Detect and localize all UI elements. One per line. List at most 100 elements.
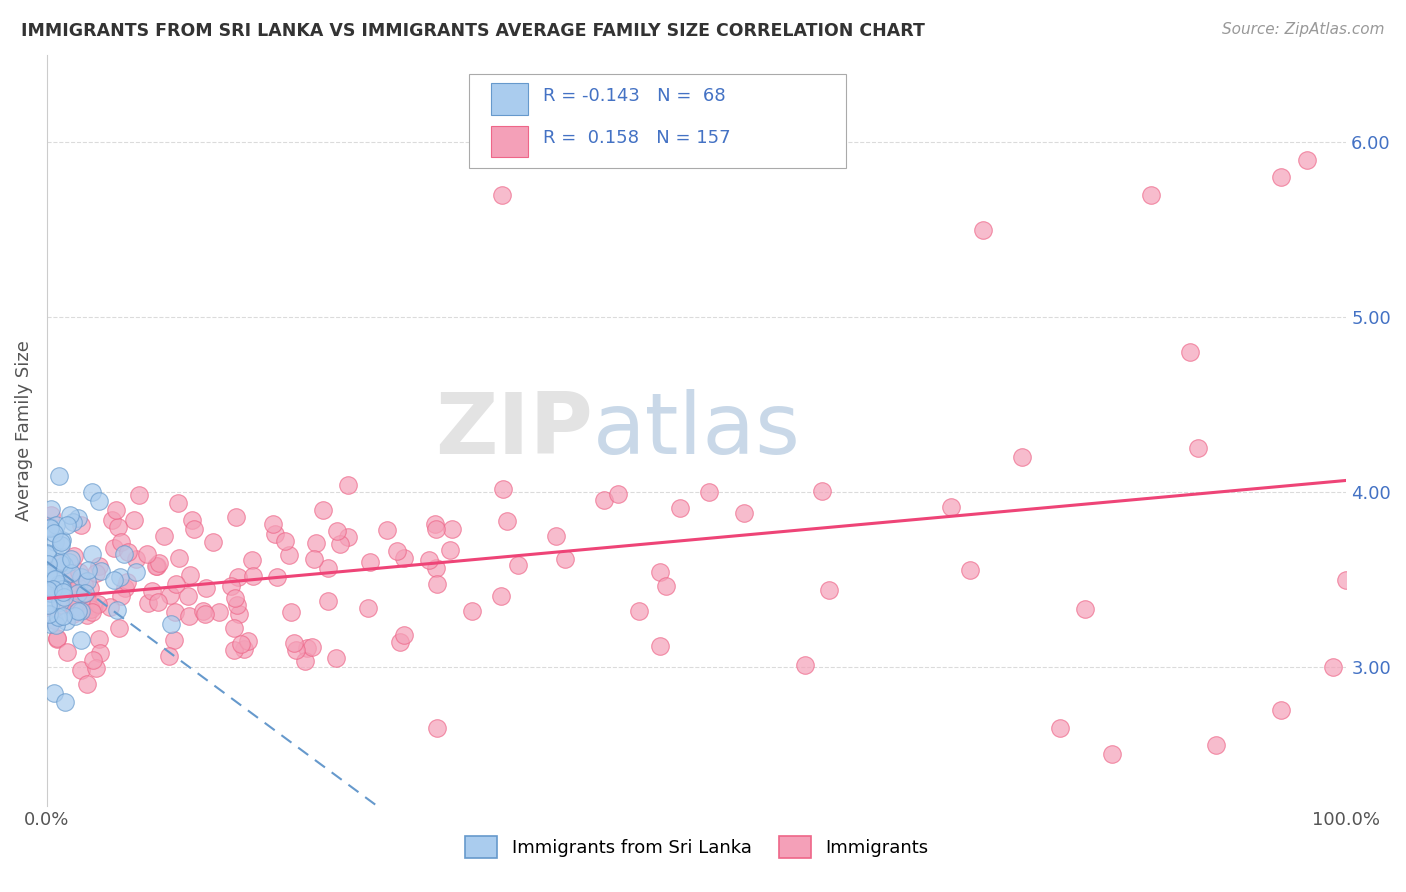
Point [627,604,650,618]
Point [83,599,105,614]
Point [224,591,246,606]
Point [84,566,107,580]
Point [70,604,93,618]
Point [45,632,67,647]
Point [73,577,96,591]
Point [418,553,440,567]
Point [107,520,129,534]
Point [392,550,415,565]
Point [37,566,59,580]
Point [817,582,839,597]
Point [103,541,125,556]
Point [266,570,288,584]
Point [62,607,84,621]
Point [51,580,73,594]
Point [648,565,671,579]
Point [65,592,87,607]
Point [181,513,204,527]
Point [51,538,73,552]
Point [394,628,416,642]
Point [39,508,62,523]
Point [41,585,63,599]
Point [648,640,671,654]
Point [117,545,139,559]
Point [225,509,247,524]
Point [283,635,305,649]
Point [1336,574,1358,588]
Point [101,513,124,527]
Point [44,525,66,540]
Point [179,567,201,582]
Point [440,522,463,536]
Point [491,188,513,202]
Point [44,534,66,549]
Point [110,535,132,549]
Point [655,579,678,593]
Point [38,616,60,631]
Point [277,549,299,563]
Point [42,613,65,627]
Point [544,529,567,543]
Point [110,570,132,584]
Point [697,485,720,500]
Point [51,582,73,596]
Point [39,519,62,533]
Point [38,521,60,535]
Point [167,496,190,510]
Point [312,503,335,517]
Point [160,616,183,631]
Point [67,511,90,525]
Point [959,563,981,577]
Point [46,632,69,646]
Point [82,605,104,619]
Point [84,661,107,675]
Point [426,721,449,735]
Point [165,577,187,591]
Text: R = -0.143   N =  68: R = -0.143 N = 68 [543,87,725,105]
Y-axis label: Average Family Size: Average Family Size [15,341,32,521]
Point [425,523,447,537]
Point [115,574,138,589]
Point [167,551,190,566]
Point [51,534,73,549]
Point [177,609,200,624]
Point [359,555,381,569]
Point [240,553,263,567]
Point [238,633,260,648]
Point [45,518,67,533]
FancyBboxPatch shape [470,74,846,168]
Point [55,614,77,628]
Point [1205,738,1227,752]
Point [79,601,101,615]
Point [55,518,77,533]
Point [39,502,62,516]
Point [70,664,93,678]
Point [44,582,66,597]
Point [49,598,72,612]
Point [45,571,67,585]
Point [62,515,84,529]
Point [79,581,101,595]
Point [554,552,576,566]
Point [231,637,253,651]
Point [90,564,112,578]
Point [136,596,159,610]
Point [87,598,110,612]
Point [592,492,614,507]
Point [145,558,167,573]
Point [105,602,128,616]
Point [202,534,225,549]
Point [668,501,690,516]
Point [329,536,352,550]
Point [219,579,242,593]
Text: atlas: atlas [593,389,800,472]
Point [53,590,76,604]
Point [80,547,103,561]
Point [262,517,284,532]
Point [305,536,328,550]
Point [222,621,245,635]
Point [125,552,148,566]
Point [148,556,170,570]
Point [972,223,994,237]
Point [316,594,339,608]
